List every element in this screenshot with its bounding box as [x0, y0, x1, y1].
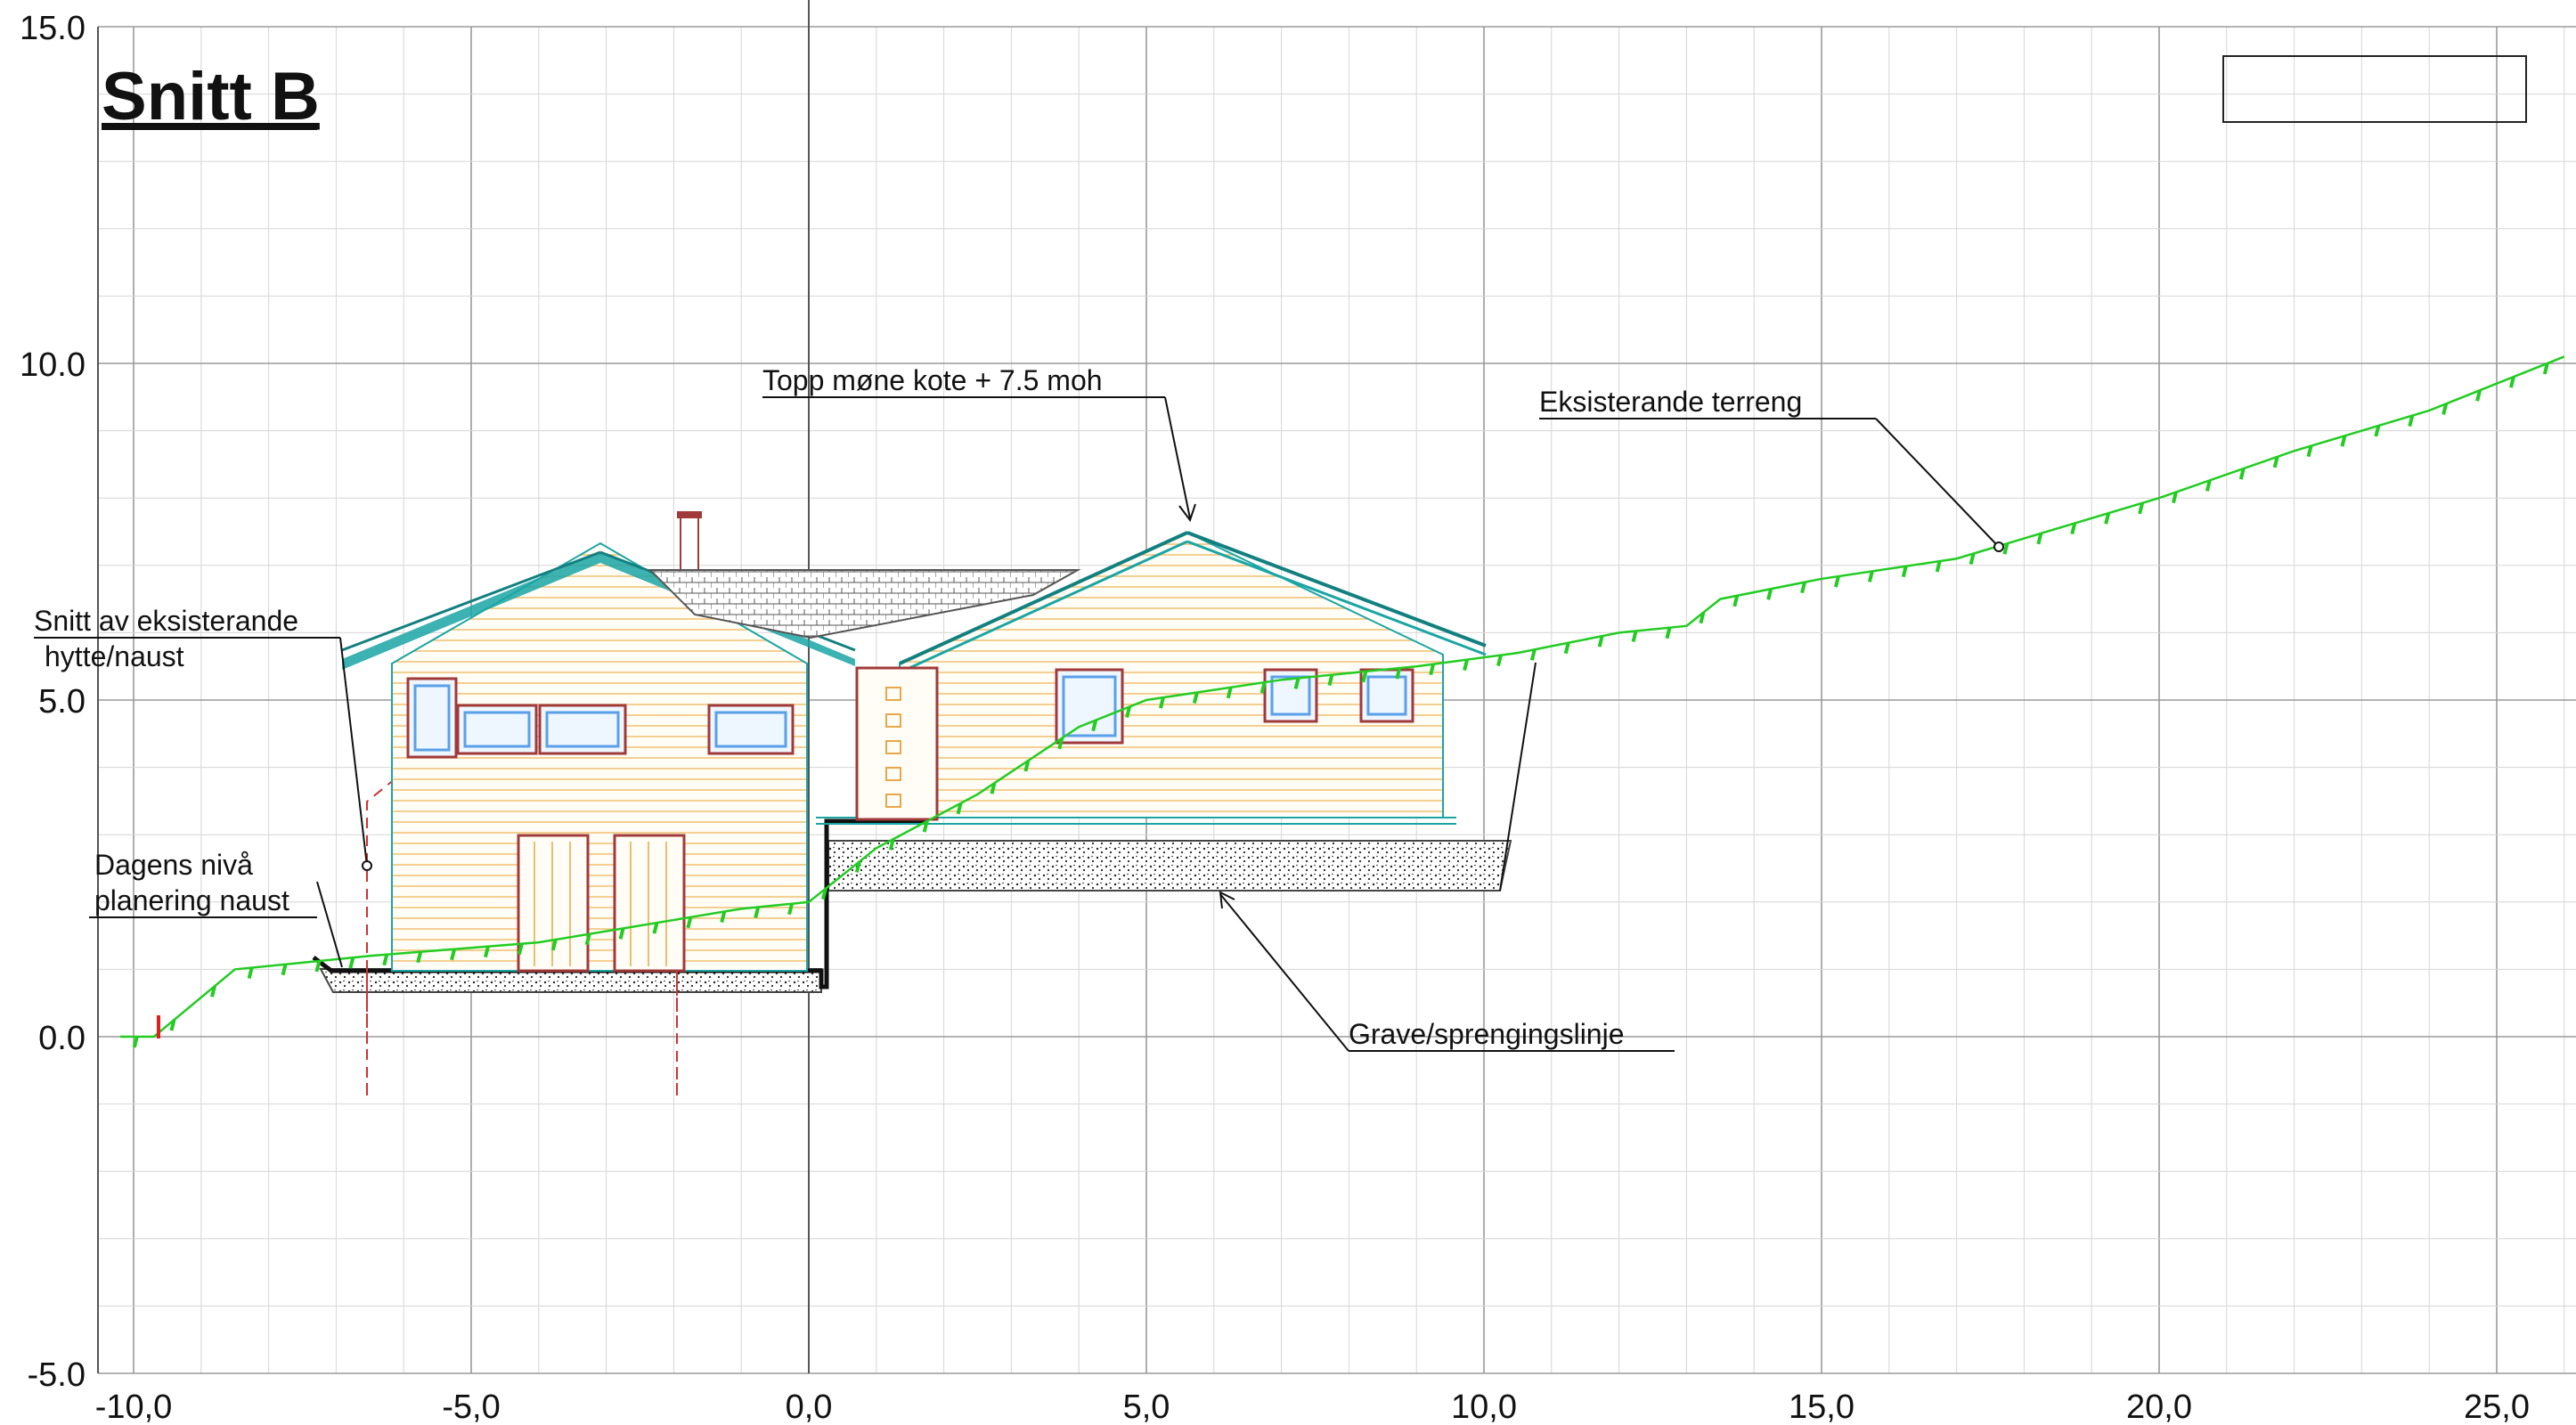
y-tick-label: -5.0 — [28, 1356, 86, 1394]
x-tick-label: -5,0 — [442, 1388, 500, 1425]
entry-door — [857, 668, 937, 819]
terrain-hatch — [1734, 596, 1737, 607]
terrain-hatch — [1870, 571, 1872, 582]
annotation-excavation: Grave/sprengingslinje — [1220, 892, 1675, 1051]
y-tick-label: 0.0 — [38, 1020, 86, 1057]
svg-text:Eksisterande terreng: Eksisterande terreng — [1539, 386, 1802, 418]
terrain-hatch — [283, 965, 286, 975]
svg-text:Snitt av eksisterande: Snitt av eksisterande — [34, 605, 298, 637]
terrain-hatch — [135, 1037, 137, 1047]
terrain-hatch — [1667, 628, 1669, 639]
terrain-hatch — [350, 957, 353, 968]
svg-text:Grave/sprengingslinje: Grave/sprengingslinje — [1349, 1018, 1625, 1050]
annotation-ridge: Topp møne kote + 7.5 moh — [762, 364, 1195, 520]
x-tick-label: 20,0 — [2126, 1388, 2192, 1425]
svg-text:Dagens nivå: Dagens nivå — [94, 849, 253, 881]
terrain-hatch — [1937, 561, 1940, 572]
y-tick-label: 5.0 — [38, 683, 86, 721]
annotation-existing-cabin: Snitt av eksisterande hytte/naust — [34, 605, 371, 870]
x-tick-label: 5,0 — [1123, 1388, 1170, 1425]
annotation-level: Dagens nivå planering naust — [89, 849, 342, 967]
terrain-hatch — [1802, 582, 1805, 593]
x-tick-label: -10,0 — [95, 1388, 173, 1425]
x-tick-label: 10,0 — [1451, 1388, 1517, 1425]
y-tick-label: 15.0 — [20, 10, 86, 47]
terrain-hatch — [1600, 636, 1602, 647]
terrain-hatch — [1903, 566, 1906, 577]
annotation-terrain: Eksisterande terreng — [1539, 386, 2003, 551]
title-block-box — [2223, 56, 2526, 122]
terrain-hatch — [1498, 656, 1501, 666]
svg-text:hytte/naust: hytte/naust — [45, 640, 184, 672]
terrain-hatch — [1464, 660, 1467, 671]
svg-text:planering naust: planering naust — [94, 884, 289, 916]
terrain-hatch — [1532, 649, 1535, 660]
x-tick-label: 25,0 — [2464, 1388, 2530, 1425]
x-tick-label: 0,0 — [786, 1388, 833, 1425]
y-tick-label: 10.0 — [20, 346, 86, 384]
svg-text:Topp møne kote + 7.5 moh: Topp møne kote + 7.5 moh — [762, 364, 1103, 396]
terrain-hatch — [1768, 589, 1771, 599]
x-tick-label: 15,0 — [1789, 1388, 1855, 1425]
terrain-hatch — [1836, 576, 1838, 587]
terrain-hatch — [384, 955, 387, 965]
section-title: Snitt B — [102, 59, 320, 134]
terrain-hatch — [1566, 643, 1569, 654]
rock-cut-line — [1500, 663, 1536, 891]
